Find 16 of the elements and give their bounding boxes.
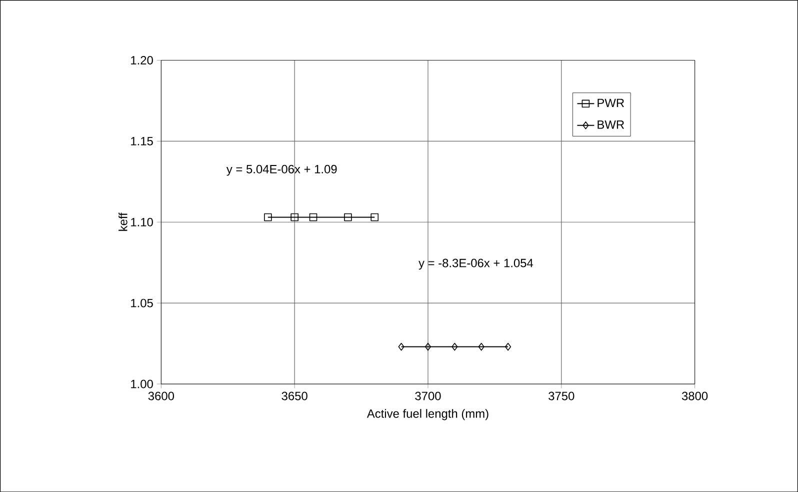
y-tick-label: 1.10 — [131, 218, 153, 226]
x-axis-title: Active fuel length (mm) — [366, 408, 488, 420]
y-tick-label: 1.15 — [131, 136, 153, 146]
legend-label: PWR — [598, 98, 624, 107]
x-tick-label: 3800 — [682, 392, 708, 400]
annotation: y = -8.3E-06x + 1.054 — [418, 258, 534, 270]
x-tick-label: 3600 — [148, 392, 174, 400]
y-axis-title: keff — [118, 212, 128, 231]
y-tick-label: 1.05 — [131, 298, 153, 308]
x-tick-label: 3700 — [415, 392, 441, 400]
annotation: y = 5.04E-06x + 1.09 — [226, 164, 337, 176]
legend-label: BWR — [598, 120, 624, 129]
y-tick-label: 1.20 — [131, 56, 153, 64]
x-tick-label: 3650 — [282, 392, 308, 400]
x-tick-label: 3750 — [548, 392, 574, 400]
y-tick-label: 1.00 — [131, 380, 153, 388]
